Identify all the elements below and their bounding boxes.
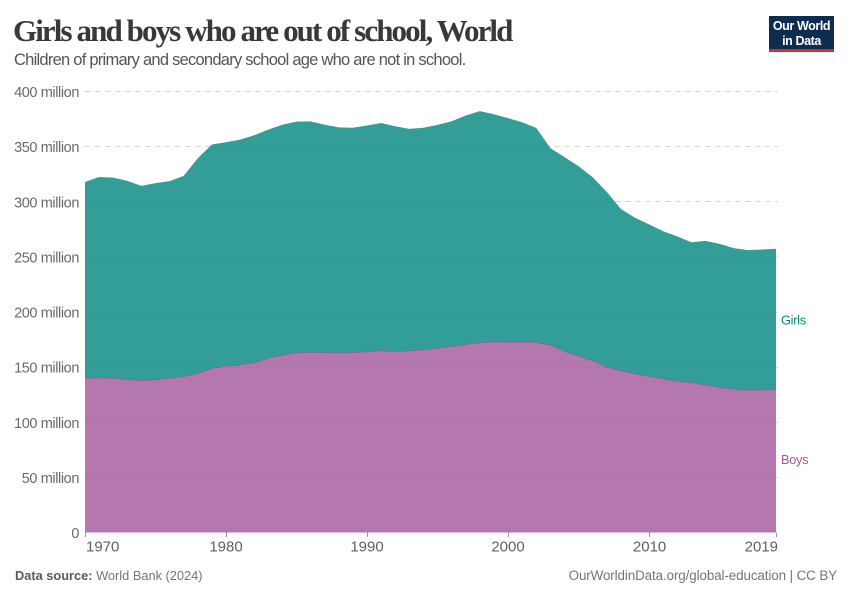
svg-text:150 million: 150 million [14,361,79,377]
svg-text:Girls: Girls [781,313,806,328]
svg-text:2019: 2019 [745,539,778,556]
svg-text:350 million: 350 million [14,140,79,156]
svg-text:400 million: 400 million [14,85,79,101]
svg-text:2010: 2010 [633,539,666,556]
svg-text:1970: 1970 [86,539,119,556]
svg-text:250 million: 250 million [14,250,79,266]
svg-text:1990: 1990 [350,539,383,556]
svg-text:200 million: 200 million [14,306,79,322]
svg-text:50 million: 50 million [22,471,80,487]
svg-text:0: 0 [71,526,79,542]
svg-text:100 million: 100 million [14,416,79,432]
svg-text:Boys: Boys [781,452,808,467]
svg-text:1980: 1980 [209,539,242,556]
svg-text:300 million: 300 million [14,195,79,211]
svg-text:2000: 2000 [491,539,524,556]
